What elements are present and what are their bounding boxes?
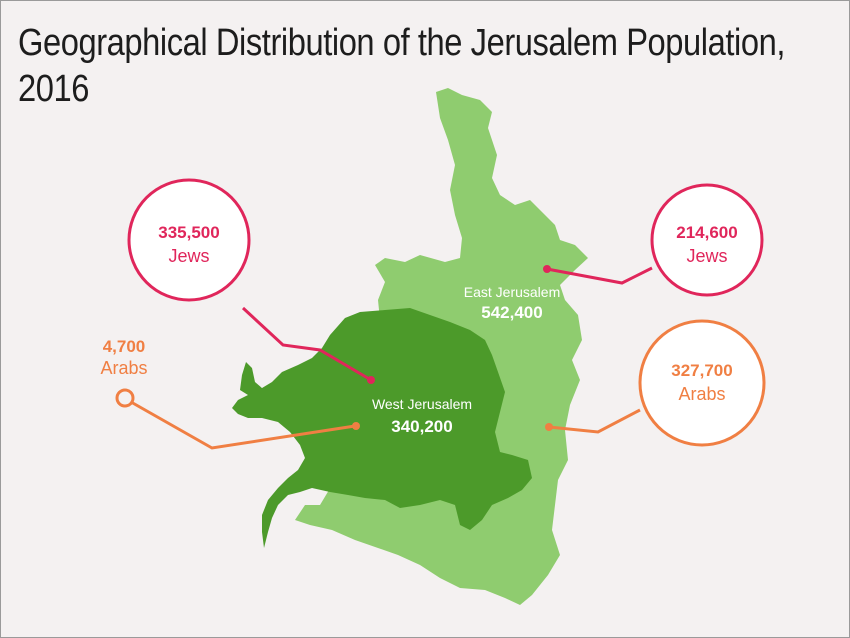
east-jews-label: Jews [686,246,727,266]
east-arabs-marker [545,423,553,431]
east-jews-callout-circle [650,183,764,297]
east-arabs-callout-circle [638,319,766,447]
west-jews-callout-circle [127,178,251,302]
west-region-inlet [255,372,268,388]
west-arabs-leader-line [130,400,356,450]
west-arabs-value: 4,700 [103,337,146,356]
east-arabs-label: Arabs [678,384,725,404]
west-arabs-label: Arabs [100,358,147,378]
west-arabs-ring [115,388,135,408]
east-arabs-leader-line [548,408,641,434]
map-title: Geographical Distribution of the Jerusal… [18,20,785,112]
west-jews-leader-line [241,306,372,382]
west-jerusalem-population: 340,200 [391,417,452,436]
west-jerusalem-label: West Jerusalem [372,396,472,412]
east-jews-leader-line [546,266,653,285]
east-jews-value: 214,600 [676,223,737,242]
west-jews-marker [367,376,375,384]
east-jerusalem-population: 542,400 [481,303,542,322]
west-arabs-marker [352,422,360,430]
title-line-2: 2016 [18,68,89,110]
west-jerusalem-region [232,308,532,548]
title-line-1: Geographical Distribution of the Jerusal… [18,22,785,64]
west-jews-label: Jews [168,246,209,266]
east-jews-marker [543,265,551,273]
west-jews-value: 335,500 [158,223,219,242]
east-jerusalem-label: East Jerusalem [464,284,560,300]
east-arabs-value: 327,700 [671,361,732,380]
